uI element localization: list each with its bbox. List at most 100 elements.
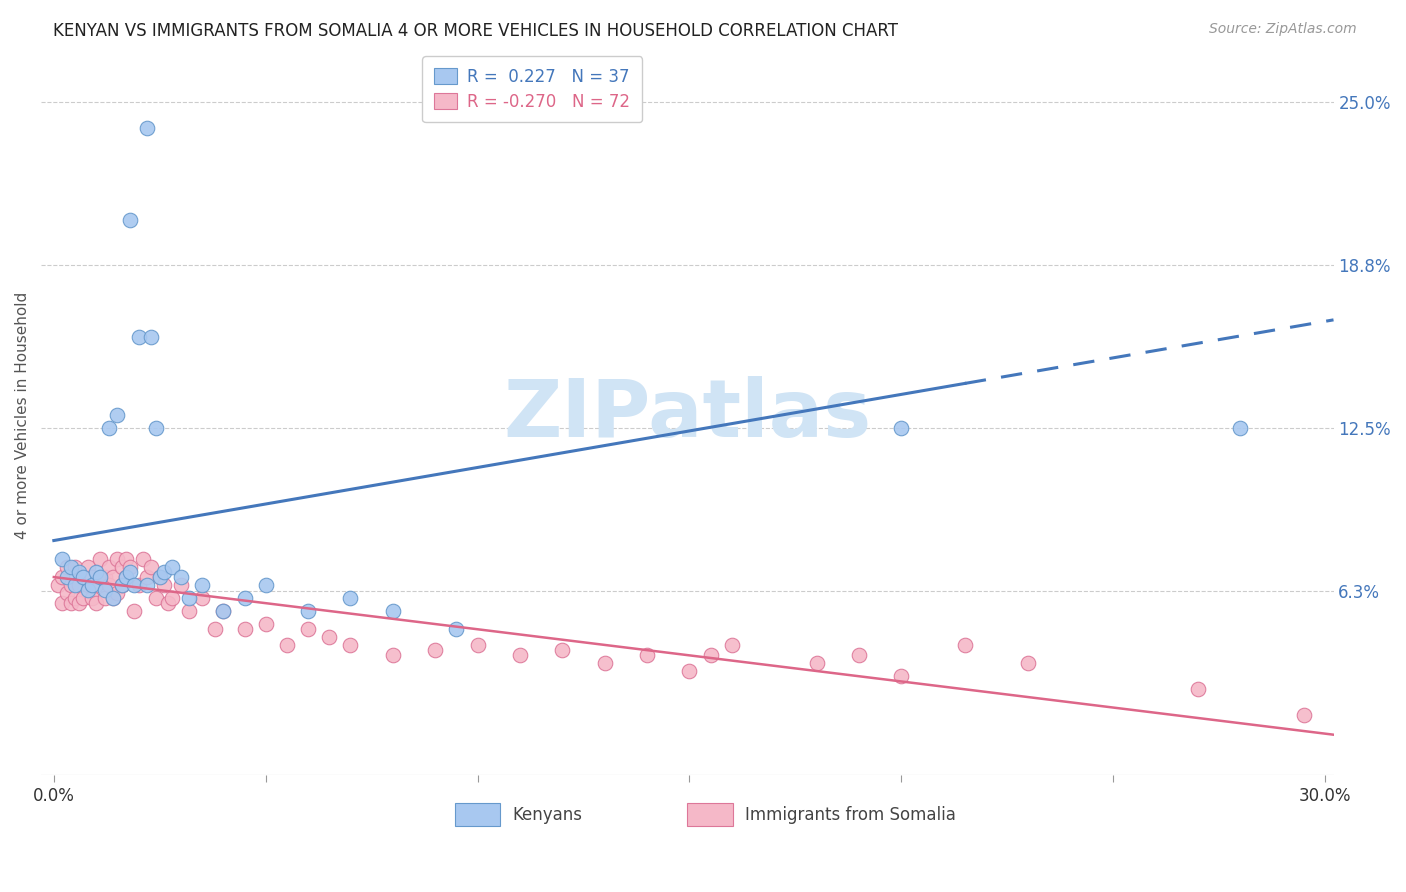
Point xyxy=(162,559,184,574)
Point xyxy=(93,591,115,605)
Point xyxy=(80,591,103,605)
Point xyxy=(46,578,69,592)
Point xyxy=(120,559,142,574)
Point xyxy=(551,643,574,657)
Point xyxy=(153,578,176,592)
Point xyxy=(115,570,138,584)
Point xyxy=(806,656,828,670)
Point xyxy=(59,559,82,574)
FancyBboxPatch shape xyxy=(454,803,501,826)
Point xyxy=(115,570,138,584)
Point xyxy=(124,578,146,592)
Point xyxy=(124,604,146,618)
Point xyxy=(678,664,700,678)
Point xyxy=(128,578,150,592)
Point xyxy=(890,669,912,683)
Point xyxy=(93,570,115,584)
Point xyxy=(297,604,319,618)
Point xyxy=(111,578,134,592)
Point xyxy=(101,591,124,605)
Point xyxy=(72,570,94,584)
Point xyxy=(63,591,86,605)
Point xyxy=(233,622,256,636)
Point xyxy=(136,570,159,584)
Point xyxy=(84,596,107,610)
Point xyxy=(97,578,120,592)
Y-axis label: 4 or more Vehicles in Household: 4 or more Vehicles in Household xyxy=(15,292,30,539)
Point xyxy=(51,551,73,566)
Point xyxy=(136,578,159,592)
Point xyxy=(212,604,235,618)
Point xyxy=(120,565,142,579)
Point xyxy=(101,591,124,605)
Point xyxy=(67,596,90,610)
Point xyxy=(170,578,193,592)
Point xyxy=(111,578,134,592)
Point xyxy=(191,578,214,592)
Point xyxy=(97,421,120,435)
Point xyxy=(67,565,90,579)
Point xyxy=(51,570,73,584)
Point xyxy=(720,638,742,652)
Point xyxy=(93,583,115,598)
Point xyxy=(76,578,98,592)
Point xyxy=(141,559,163,574)
Point xyxy=(55,559,77,574)
Point xyxy=(105,585,128,599)
Point xyxy=(76,583,98,598)
Point xyxy=(1292,708,1315,723)
Point xyxy=(89,551,111,566)
Point xyxy=(339,638,361,652)
Point xyxy=(179,591,201,605)
Point xyxy=(55,570,77,584)
Point xyxy=(105,551,128,566)
Point xyxy=(105,409,128,423)
Text: Immigrants from Somalia: Immigrants from Somalia xyxy=(745,806,956,824)
Point xyxy=(509,648,531,663)
Point xyxy=(318,630,340,644)
Point xyxy=(381,604,404,618)
Point xyxy=(1017,656,1039,670)
Point xyxy=(115,551,138,566)
Point xyxy=(254,578,277,592)
Point xyxy=(425,643,447,657)
Point xyxy=(80,570,103,584)
Point xyxy=(149,570,172,584)
Point xyxy=(120,212,142,227)
Point xyxy=(72,570,94,584)
Point xyxy=(101,570,124,584)
Point xyxy=(170,570,193,584)
Legend: R =  0.227   N = 37, R = -0.270   N = 72: R = 0.227 N = 37, R = -0.270 N = 72 xyxy=(422,56,643,122)
Point xyxy=(80,578,103,592)
Text: ZIPatlas: ZIPatlas xyxy=(503,376,872,454)
Point xyxy=(254,617,277,632)
Text: Kenyans: Kenyans xyxy=(513,806,583,824)
Text: KENYAN VS IMMIGRANTS FROM SOMALIA 4 OR MORE VEHICLES IN HOUSEHOLD CORRELATION CH: KENYAN VS IMMIGRANTS FROM SOMALIA 4 OR M… xyxy=(53,22,898,40)
Point xyxy=(89,570,111,584)
Point xyxy=(593,656,616,670)
Point xyxy=(467,638,489,652)
Point xyxy=(89,570,111,584)
Point xyxy=(153,565,176,579)
Point xyxy=(848,648,870,663)
Point xyxy=(97,559,120,574)
Point xyxy=(72,591,94,605)
Point xyxy=(953,638,976,652)
Point xyxy=(339,591,361,605)
Point xyxy=(145,421,167,435)
Point xyxy=(132,551,155,566)
Point xyxy=(51,596,73,610)
Point xyxy=(84,578,107,592)
Point xyxy=(141,330,163,344)
Point xyxy=(128,330,150,344)
Point xyxy=(890,421,912,435)
Point xyxy=(145,591,167,605)
Point xyxy=(76,559,98,574)
Point xyxy=(55,585,77,599)
FancyBboxPatch shape xyxy=(688,803,733,826)
Point xyxy=(59,596,82,610)
Point xyxy=(204,622,226,636)
Text: Source: ZipAtlas.com: Source: ZipAtlas.com xyxy=(1209,22,1357,37)
Point xyxy=(162,591,184,605)
Point xyxy=(446,622,468,636)
